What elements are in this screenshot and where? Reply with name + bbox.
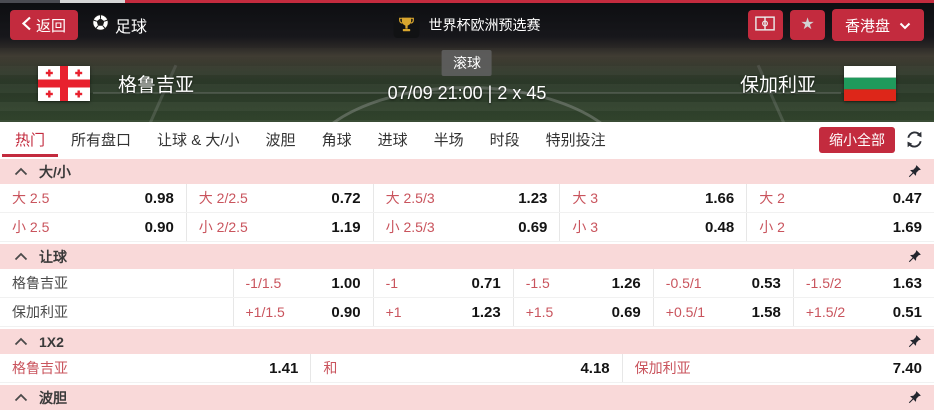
kickoff-time: 07/09 21:00 | 2 x 45 bbox=[387, 83, 547, 103]
chevron-down-icon bbox=[899, 17, 911, 34]
odds-cell[interactable]: +1.5 0.69 bbox=[514, 298, 654, 326]
collapse-chevron-icon bbox=[14, 333, 28, 351]
odds-row: 格鲁吉亚 1.41 和 4.18 保加利亚 7.40 bbox=[0, 354, 934, 383]
home-team-name: 格鲁吉亚 bbox=[118, 74, 195, 96]
tab-correct-score[interactable]: 波胆 bbox=[265, 132, 296, 149]
trophy-icon bbox=[393, 12, 420, 38]
sport-label: 足球 bbox=[115, 19, 148, 36]
match-header: 返回 足球 bbox=[0, 0, 934, 122]
odds-row: 大 2.5 0.98 大 2/2.5 0.72 大 2.5/3 1.23 大 3… bbox=[0, 184, 934, 213]
progress-segment-dark bbox=[0, 0, 60, 3]
tab-all-markets[interactable]: 所有盘口 bbox=[71, 132, 132, 149]
odds-cell[interactable]: 小 2/2.5 1.19 bbox=[187, 213, 374, 241]
odds-cell[interactable]: 大 2 0.47 bbox=[759, 189, 922, 207]
section-over-under: 大/小 大 2.5 0.98 大 2/2.5 0.72 大 2.5/3 1.23… bbox=[0, 157, 934, 242]
collapse-chevron-icon bbox=[14, 248, 28, 266]
star-icon: ★ bbox=[800, 16, 815, 33]
odds-cell[interactable]: +1.5/2 0.51 bbox=[805, 303, 922, 321]
odds-cell[interactable]: 大 2.5 0.98 bbox=[0, 184, 187, 212]
section-title: 让球 bbox=[39, 248, 67, 265]
pitch-tracker-button[interactable] bbox=[747, 10, 783, 40]
match-center-info: 滚球 07/09 21:00 | 2 x 45 bbox=[387, 50, 547, 104]
back-button[interactable]: 返回 bbox=[10, 10, 79, 40]
tab-half[interactable]: 半场 bbox=[433, 132, 464, 149]
tab-period[interactable]: 时段 bbox=[489, 132, 520, 149]
odds-cell[interactable]: -1/1.5 1.00 bbox=[234, 269, 374, 297]
georgia-flag-icon bbox=[38, 65, 90, 101]
section-title: 1X2 bbox=[39, 333, 64, 350]
bulgaria-flag-icon bbox=[844, 65, 896, 101]
match-teams-row: 格鲁吉亚 滚球 07/09 21:00 | 2 x 45 保加利亚 bbox=[0, 50, 934, 116]
tab-handicap-over-under[interactable]: 让球 & 大/小 bbox=[157, 132, 240, 149]
pitch-icon bbox=[755, 16, 776, 34]
market-tabbar: 热门 所有盘口 让球 & 大/小 波胆 角球 进球 半场 时段 特别投注 缩小全… bbox=[0, 122, 934, 157]
section-title: 大/小 bbox=[39, 163, 71, 180]
back-label: 返回 bbox=[36, 17, 67, 35]
odds-cell[interactable]: -1 0.71 bbox=[374, 269, 514, 297]
tab-hot[interactable]: 热门 bbox=[2, 122, 58, 157]
section-handicap: 让球 格鲁吉亚 -1/1.5 1.00 -1 0.71 -1.5 1.26 -0 bbox=[0, 242, 934, 327]
odds-cell[interactable]: +1 1.23 bbox=[374, 298, 514, 326]
pin-icon[interactable] bbox=[907, 334, 922, 354]
progress-segment-gray bbox=[60, 0, 125, 3]
sport-breadcrumb[interactable]: 足球 bbox=[92, 13, 147, 37]
odds-cell[interactable]: 格鲁吉亚 1.41 bbox=[0, 354, 312, 382]
progress-segment-red bbox=[125, 0, 934, 3]
odds-row: 小 2.5 0.90 小 2/2.5 1.19 小 2.5/3 0.69 小 3… bbox=[0, 213, 934, 242]
collapse-chevron-icon bbox=[14, 389, 28, 407]
live-badge: 滚球 bbox=[442, 50, 492, 76]
section-header-handicap[interactable]: 让球 bbox=[0, 242, 934, 269]
top-progress-strip bbox=[0, 0, 934, 3]
section-header-1x2[interactable]: 1X2 bbox=[0, 327, 934, 354]
odds-row: 格鲁吉亚 -1/1.5 1.00 -1 0.71 -1.5 1.26 -0.5/… bbox=[0, 269, 934, 298]
pin-icon[interactable] bbox=[907, 390, 922, 410]
refresh-icon[interactable] bbox=[904, 129, 925, 150]
team-name-cell: 保加利亚 bbox=[0, 298, 234, 326]
odds-cell[interactable]: 大 3 1.66 bbox=[560, 184, 748, 212]
odds-cell[interactable]: 大 2.5/3 1.23 bbox=[374, 184, 561, 212]
soccer-ball-icon bbox=[92, 14, 109, 36]
odds-cell[interactable]: +0.5/1 1.58 bbox=[654, 298, 794, 326]
league-name: 世界杯欧洲预选赛 bbox=[428, 17, 541, 33]
home-team: 格鲁吉亚 bbox=[38, 65, 195, 101]
odds-cell[interactable]: 小 2.5/3 0.69 bbox=[374, 213, 561, 241]
section-1x2: 1X2 格鲁吉亚 1.41 和 4.18 保加利亚 7.40 bbox=[0, 327, 934, 383]
section-header-correct-score[interactable]: 波胆 bbox=[0, 383, 934, 410]
odds-cell[interactable]: -0.5/1 0.53 bbox=[654, 269, 794, 297]
topbar-actions: ★ 香港盘 bbox=[747, 9, 924, 41]
away-team: 保加利亚 bbox=[739, 65, 896, 101]
pin-icon[interactable] bbox=[907, 249, 922, 269]
odds-cell[interactable]: 保加利亚 7.40 bbox=[634, 359, 922, 377]
team-name-cell: 格鲁吉亚 bbox=[0, 269, 234, 297]
odds-cell[interactable]: 小 2 1.69 bbox=[759, 218, 922, 236]
odds-cell[interactable]: -1.5 1.26 bbox=[514, 269, 654, 297]
tab-corners[interactable]: 角球 bbox=[321, 132, 352, 149]
collapse-chevron-icon bbox=[14, 163, 28, 181]
pin-icon[interactable] bbox=[907, 164, 922, 184]
away-team-name: 保加利亚 bbox=[739, 74, 816, 96]
market-selector-label: 香港盘 bbox=[844, 17, 890, 35]
odds-row: 保加利亚 +1/1.5 0.90 +1 1.23 +1.5 0.69 +0.5/… bbox=[0, 298, 934, 327]
odds-cell[interactable]: -1.5/2 1.63 bbox=[805, 274, 922, 292]
league-title-group: 世界杯欧洲预选赛 bbox=[393, 12, 541, 38]
section-title: 波胆 bbox=[39, 389, 67, 406]
odds-cell[interactable]: 小 2.5 0.90 bbox=[0, 213, 187, 241]
odds-cell[interactable]: 大 2/2.5 0.72 bbox=[187, 184, 374, 212]
back-chevron-icon bbox=[21, 16, 31, 35]
section-correct-score: 波胆 bbox=[0, 383, 934, 410]
top-navigation-bar: 返回 足球 bbox=[0, 0, 934, 50]
odds-cell[interactable]: 小 3 0.48 bbox=[560, 213, 748, 241]
tab-goals[interactable]: 进球 bbox=[377, 132, 408, 149]
collapse-all-button[interactable]: 缩小全部 bbox=[819, 126, 895, 153]
tabbar-actions: 缩小全部 bbox=[819, 126, 934, 153]
tab-special-bets[interactable]: 特别投注 bbox=[545, 132, 606, 149]
favorite-button[interactable]: ★ bbox=[789, 10, 825, 40]
odds-cell[interactable]: 和 4.18 bbox=[311, 354, 623, 382]
section-header-over-under[interactable]: 大/小 bbox=[0, 157, 934, 184]
odds-cell[interactable]: +1/1.5 0.90 bbox=[234, 298, 374, 326]
market-selector-dropdown[interactable]: 香港盘 bbox=[831, 9, 924, 41]
